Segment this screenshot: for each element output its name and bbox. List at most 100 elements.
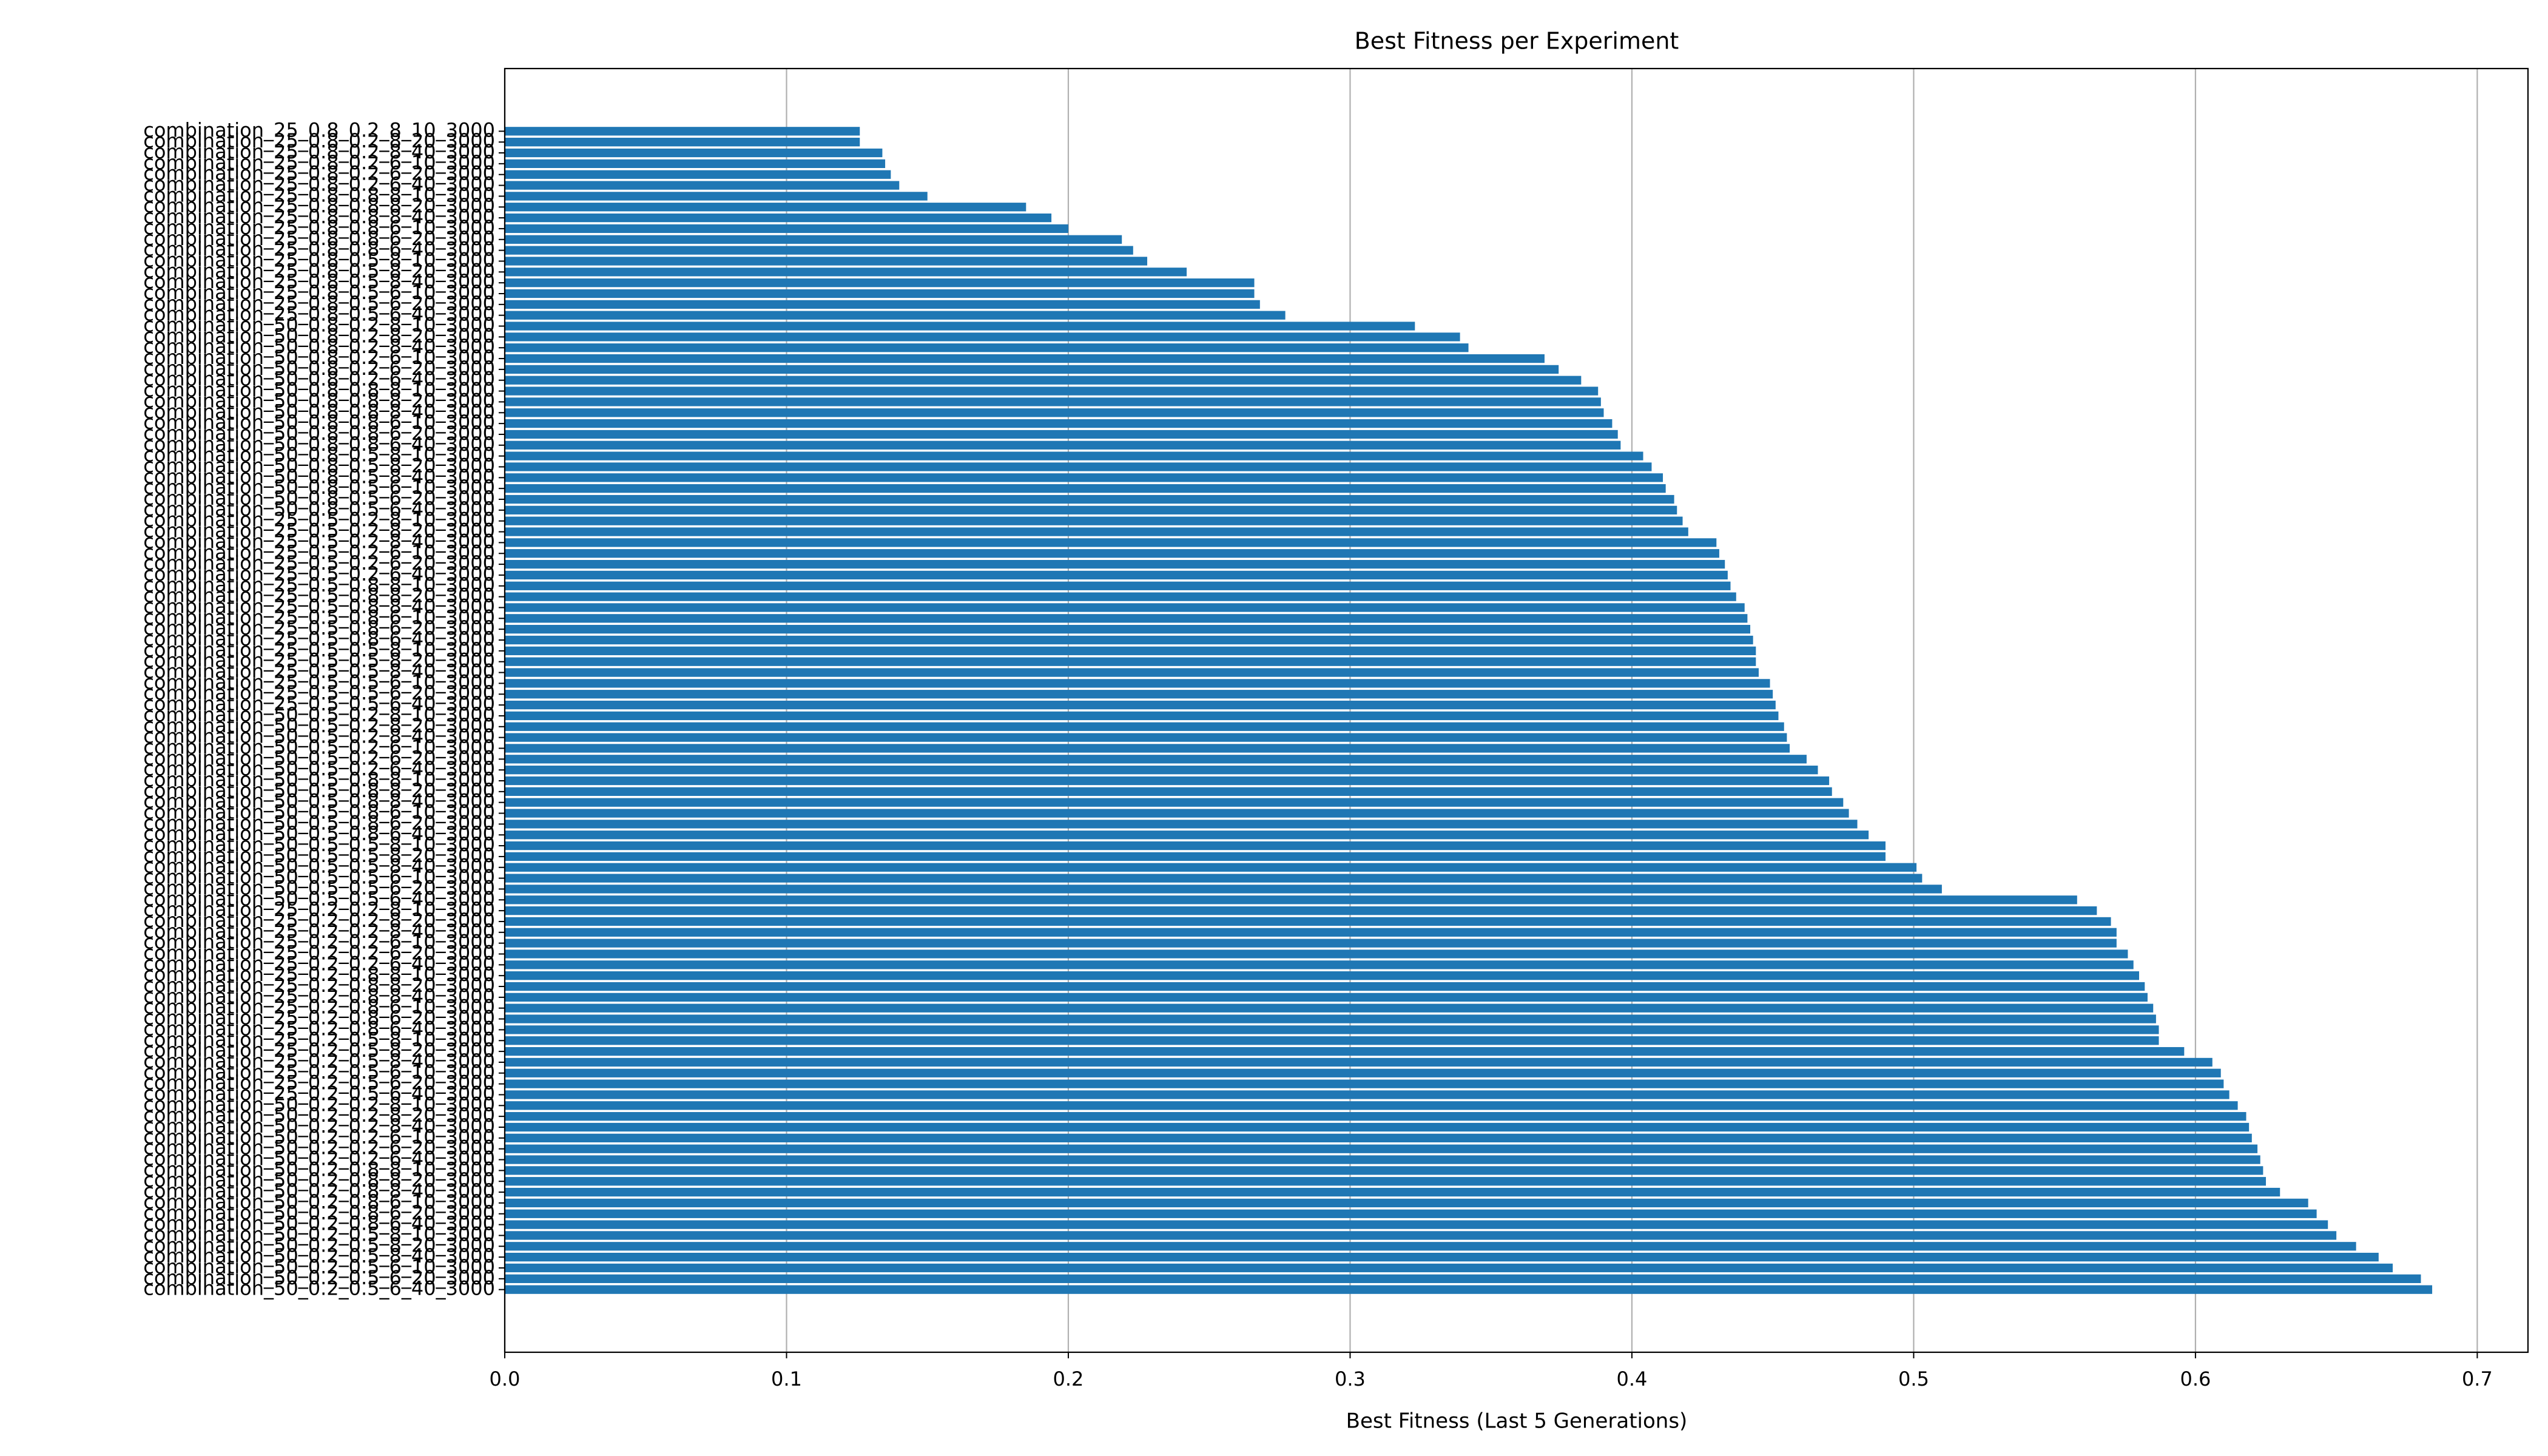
bar [505, 885, 1942, 894]
y-tick-label: combination_50_0.5_0.8_8_40_3000 [143, 790, 495, 813]
y-tick-label: combination_25_0.5_0.2_6_40_3000 [143, 562, 495, 585]
bar [505, 376, 1582, 385]
y-tick-label: combination_50_0.8_0.2_8_10_3000 [143, 314, 495, 337]
bar [505, 1068, 2221, 1077]
bar [505, 440, 1621, 450]
y-tick-label: combination_50_0.2_0.5_6_10_3000 [143, 1255, 495, 1278]
y-tick-label: combination_50_0.8_0.5_6_40_3000 [143, 497, 495, 521]
x-tick-label: 0.4 [1616, 1367, 1647, 1390]
bar [505, 278, 1255, 288]
bar [505, 127, 860, 136]
bar [505, 1155, 2260, 1164]
y-tick-label: combination_25_0.5_0.2_6_10_3000 [143, 541, 495, 564]
y-tick-label: combination_50_0.8_0.2_8_20_3000 [143, 324, 495, 347]
y-tick-label: combination_25_0.5_0.8_8_20_3000 [143, 584, 495, 607]
y-tick-label: combination_25_0.8_0.5_8_40_3000 [143, 270, 495, 293]
y-tick-label: combination_25_0.2_0.5_8_10_3000 [143, 1028, 495, 1051]
y-tick-label: combination_25_0.5_0.8_6_40_3000 [143, 627, 495, 650]
bar [505, 473, 1663, 482]
y-tick-label: combination_25_0.5_0.5_6_20_3000 [143, 681, 495, 704]
bar [505, 657, 1756, 666]
bar [505, 268, 1187, 277]
y-tick-label: combination_50_0.2_0.2_6_20_3000 [143, 1136, 495, 1159]
y-tick-label: combination_50_0.5_0.2_6_20_3000 [143, 746, 495, 769]
bar [505, 939, 2117, 948]
y-tick-label: combination_25_0.2_0.8_6_20_3000 [143, 1006, 495, 1030]
y-tick-label: combination_25_0.8_0.2_8_40_3000 [143, 140, 495, 163]
bar [505, 700, 1776, 710]
bar [505, 841, 1886, 851]
bar [505, 917, 2111, 926]
y-tick-label: combination_50_0.8_0.5_8_40_3000 [143, 465, 495, 488]
x-tick-label: 0.6 [2180, 1367, 2211, 1390]
y-tick-label: combination_25_0.2_0.2_8_10_3000 [143, 898, 495, 921]
x-axis-label: Best Fitness (Last 5 Generations) [1346, 1409, 1688, 1434]
bar [505, 690, 1773, 699]
bar [505, 311, 1286, 320]
y-tick-label: combination_50_0.5_0.2_8_40_3000 [143, 725, 495, 748]
y-tick-label: combination_25_0.8_0.8_8_10_3000 [143, 183, 495, 206]
y-tick-label: combination_50_0.5_0.5_8_10_3000 [143, 833, 495, 856]
y-tick-label: combination_25_0.8_0.8_6_10_3000 [143, 216, 495, 239]
bar [505, 246, 1133, 255]
bar [505, 192, 928, 201]
y-tick-label: combination_50_0.2_0.5_8_20_3000 [143, 1233, 495, 1256]
bar [505, 397, 1601, 406]
bar [505, 1036, 2159, 1045]
bar [505, 1263, 2393, 1273]
y-tick-label: combination_25_0.5_0.2_8_20_3000 [143, 519, 495, 542]
bar [505, 852, 1886, 861]
y-tick-label: combination_25_0.2_0.5_6_40_3000 [143, 1082, 495, 1105]
bar [505, 408, 1604, 417]
bar [505, 1242, 2356, 1251]
y-tick-label: combination_50_0.8_0.5_8_10_3000 [143, 443, 495, 467]
y-tick-label: combination_25_0.8_0.2_8_10_3000 [143, 118, 495, 141]
x-tick-label: 0.0 [490, 1367, 521, 1390]
bar [505, 1187, 2280, 1197]
y-tick-label: combination_50_0.2_0.2_8_10_3000 [143, 1093, 495, 1116]
bar [505, 1231, 2337, 1240]
bar [505, 1057, 2213, 1067]
bar [505, 1166, 2263, 1175]
bar [505, 744, 1790, 753]
bar [505, 1253, 2379, 1262]
bar [505, 549, 1719, 558]
bar [505, 1285, 2433, 1294]
y-tick-label: combination_25_0.2_0.5_6_10_3000 [143, 1060, 495, 1084]
y-tick-label: combination_25_0.2_0.2_6_40_3000 [143, 952, 495, 975]
y-tick-label: combination_25_0.2_0.8_8_40_3000 [143, 985, 495, 1008]
bar [505, 581, 1731, 590]
bar [505, 1079, 2224, 1088]
bar [505, 614, 1748, 623]
y-tick-label: combination_25_0.2_0.8_8_20_3000 [143, 974, 495, 997]
y-tick-label: combination_25_0.8_0.2_8_20_3000 [143, 129, 495, 152]
y-tick-label: combination_25_0.5_0.5_6_40_3000 [143, 692, 495, 715]
bar [505, 213, 1052, 223]
y-tick-label: combination_50_0.8_0.8_6_40_3000 [143, 433, 495, 456]
y-tick-label: combination_25_0.5_0.8_8_40_3000 [143, 595, 495, 618]
x-tick-label: 0.1 [771, 1367, 802, 1390]
y-tick-label: combination_25_0.2_0.8_6_10_3000 [143, 996, 495, 1019]
y-tick-label: combination_25_0.5_0.2_8_40_3000 [143, 530, 495, 553]
bar [505, 603, 1745, 612]
bar [505, 863, 1917, 872]
plot-frame [504, 67, 2529, 1353]
bar [505, 203, 1026, 212]
y-tick-label: combination_50_0.2_0.5_8_40_3000 [143, 1244, 495, 1267]
y-tick-label: combination_50_0.8_0.5_6_10_3000 [143, 476, 495, 499]
y-tick-label: combination_50_0.8_0.8_6_20_3000 [143, 422, 495, 445]
bar [505, 419, 1613, 428]
y-tick-label: combination_25_0.5_0.5_8_20_3000 [143, 649, 495, 672]
bar [505, 1003, 2154, 1013]
y-tick-label: combination_50_0.2_0.2_6_40_3000 [143, 1147, 495, 1170]
bar [505, 257, 1148, 266]
bar [505, 516, 1683, 525]
y-tick-label: combination_50_0.2_0.8_8_40_3000 [143, 1179, 495, 1202]
y-tick-label: combination_50_0.2_0.8_6_40_3000 [143, 1212, 495, 1235]
y-tick-label: combination_25_0.8_0.8_6_40_3000 [143, 238, 495, 261]
bar [505, 300, 1260, 309]
bar [505, 538, 1717, 547]
bar [505, 1112, 2246, 1121]
